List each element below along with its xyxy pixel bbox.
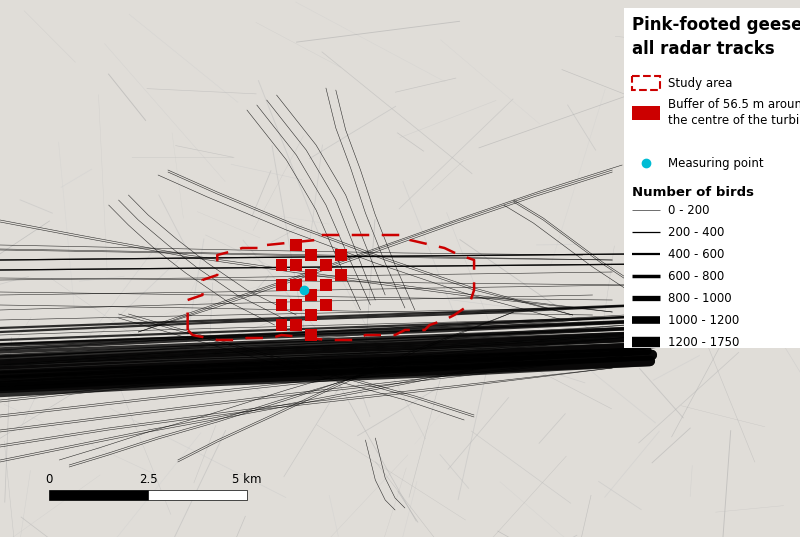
Bar	[335, 269, 346, 281]
Text: Study area: Study area	[668, 76, 732, 90]
Text: 5 km: 5 km	[232, 473, 262, 486]
Bar	[305, 289, 317, 301]
Text: 400 - 600: 400 - 600	[668, 248, 724, 260]
Bar	[290, 239, 302, 251]
Text: 2.5: 2.5	[139, 473, 158, 486]
Bar	[275, 259, 287, 271]
Text: 1200 - 1750: 1200 - 1750	[668, 336, 739, 349]
Bar	[275, 299, 287, 311]
Bar	[305, 269, 317, 281]
Bar	[290, 319, 302, 331]
Text: 200 - 400: 200 - 400	[668, 226, 724, 238]
Text: the centre of the turbine: the centre of the turbine	[668, 114, 800, 127]
Bar	[632, 106, 660, 120]
Bar	[148, 490, 247, 500]
Bar	[290, 259, 302, 271]
Bar	[320, 259, 332, 271]
Text: 0: 0	[46, 473, 53, 486]
Text: Pink-footed geese,
all radar tracks: Pink-footed geese, all radar tracks	[632, 16, 800, 57]
Bar	[305, 309, 317, 321]
Text: 1000 - 1200: 1000 - 1200	[668, 314, 739, 326]
Text: 600 - 800: 600 - 800	[668, 270, 724, 282]
Text: 800 - 1000: 800 - 1000	[668, 292, 731, 304]
Bar	[305, 249, 317, 261]
Bar	[275, 279, 287, 291]
Bar	[290, 279, 302, 291]
Bar	[632, 76, 660, 90]
Bar	[50, 490, 148, 500]
Bar	[275, 319, 287, 331]
Bar	[305, 329, 317, 341]
Bar	[335, 249, 346, 261]
Text: Buffer of 56.5 m around: Buffer of 56.5 m around	[668, 98, 800, 112]
Bar	[624, 8, 800, 348]
Text: Number of birds: Number of birds	[632, 186, 754, 199]
Text: 0 - 200: 0 - 200	[668, 204, 709, 216]
Bar	[320, 299, 332, 311]
Text: Measuring point: Measuring point	[668, 156, 763, 170]
Bar	[290, 299, 302, 311]
Bar	[320, 279, 332, 291]
